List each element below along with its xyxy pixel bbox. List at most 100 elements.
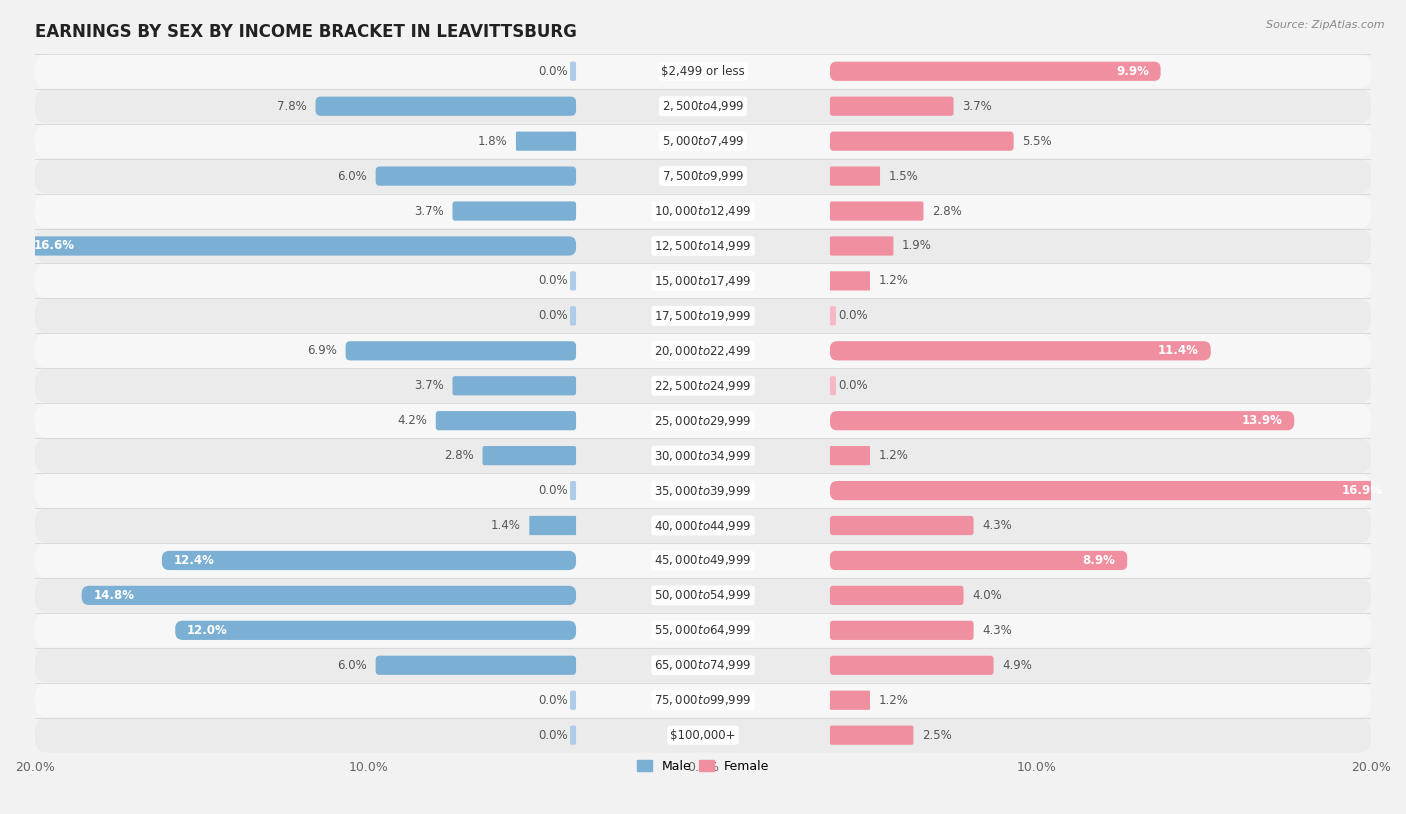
Text: $22,500 to $24,999: $22,500 to $24,999: [654, 379, 752, 392]
Legend: Male, Female: Male, Female: [631, 755, 775, 778]
FancyBboxPatch shape: [35, 89, 1371, 124]
FancyBboxPatch shape: [830, 586, 963, 605]
FancyBboxPatch shape: [569, 481, 576, 500]
Text: 0.0%: 0.0%: [838, 379, 868, 392]
Text: $17,500 to $19,999: $17,500 to $19,999: [654, 309, 752, 323]
FancyBboxPatch shape: [569, 725, 576, 745]
FancyBboxPatch shape: [35, 473, 1371, 508]
Text: 4.2%: 4.2%: [398, 414, 427, 427]
Text: 6.0%: 6.0%: [337, 169, 367, 182]
FancyBboxPatch shape: [35, 648, 1371, 683]
Text: 6.0%: 6.0%: [337, 659, 367, 672]
Text: 1.2%: 1.2%: [879, 694, 908, 707]
FancyBboxPatch shape: [35, 229, 1371, 264]
Text: $50,000 to $54,999: $50,000 to $54,999: [654, 589, 752, 602]
FancyBboxPatch shape: [35, 403, 1371, 438]
FancyBboxPatch shape: [482, 446, 576, 466]
FancyBboxPatch shape: [176, 621, 576, 640]
Text: 4.0%: 4.0%: [972, 589, 1001, 602]
Text: $35,000 to $39,999: $35,000 to $39,999: [654, 484, 752, 497]
FancyBboxPatch shape: [453, 376, 576, 396]
FancyBboxPatch shape: [315, 97, 576, 116]
Text: $2,500 to $4,999: $2,500 to $4,999: [662, 99, 744, 113]
Text: 2.8%: 2.8%: [932, 204, 962, 217]
Text: $100,000+: $100,000+: [671, 729, 735, 742]
Text: $15,000 to $17,499: $15,000 to $17,499: [654, 274, 752, 288]
FancyBboxPatch shape: [346, 341, 576, 361]
Text: 16.6%: 16.6%: [34, 239, 75, 252]
Text: 2.5%: 2.5%: [922, 729, 952, 742]
FancyBboxPatch shape: [830, 376, 837, 396]
FancyBboxPatch shape: [830, 481, 1395, 500]
FancyBboxPatch shape: [35, 124, 1371, 159]
Text: 14.8%: 14.8%: [93, 589, 135, 602]
FancyBboxPatch shape: [830, 690, 870, 710]
Text: 5.5%: 5.5%: [1022, 134, 1052, 147]
Text: 1.4%: 1.4%: [491, 519, 522, 532]
FancyBboxPatch shape: [35, 683, 1371, 718]
Text: 0.0%: 0.0%: [538, 729, 568, 742]
FancyBboxPatch shape: [830, 551, 1128, 570]
FancyBboxPatch shape: [830, 306, 837, 326]
Text: Source: ZipAtlas.com: Source: ZipAtlas.com: [1267, 20, 1385, 30]
Text: 1.5%: 1.5%: [889, 169, 918, 182]
Text: $12,500 to $14,999: $12,500 to $14,999: [654, 239, 752, 253]
FancyBboxPatch shape: [830, 62, 1160, 81]
FancyBboxPatch shape: [35, 159, 1371, 194]
FancyBboxPatch shape: [830, 446, 870, 466]
FancyBboxPatch shape: [35, 334, 1371, 368]
FancyBboxPatch shape: [35, 264, 1371, 299]
FancyBboxPatch shape: [82, 586, 576, 605]
FancyBboxPatch shape: [830, 411, 1295, 431]
Text: $10,000 to $12,499: $10,000 to $12,499: [654, 204, 752, 218]
FancyBboxPatch shape: [35, 368, 1371, 403]
FancyBboxPatch shape: [569, 62, 576, 81]
FancyBboxPatch shape: [830, 271, 870, 291]
Text: 12.4%: 12.4%: [173, 554, 215, 567]
Text: 8.9%: 8.9%: [1083, 554, 1115, 567]
FancyBboxPatch shape: [830, 655, 994, 675]
Text: 13.9%: 13.9%: [1241, 414, 1282, 427]
FancyBboxPatch shape: [830, 132, 1014, 151]
Text: $45,000 to $49,999: $45,000 to $49,999: [654, 554, 752, 567]
Text: 16.9%: 16.9%: [1341, 484, 1382, 497]
Text: $75,000 to $99,999: $75,000 to $99,999: [654, 694, 752, 707]
FancyBboxPatch shape: [830, 236, 893, 256]
FancyBboxPatch shape: [516, 132, 576, 151]
FancyBboxPatch shape: [569, 271, 576, 291]
FancyBboxPatch shape: [375, 655, 576, 675]
Text: 6.9%: 6.9%: [308, 344, 337, 357]
Text: 4.3%: 4.3%: [981, 624, 1012, 637]
Text: 12.0%: 12.0%: [187, 624, 228, 637]
FancyBboxPatch shape: [830, 167, 880, 186]
FancyBboxPatch shape: [35, 543, 1371, 578]
FancyBboxPatch shape: [830, 725, 914, 745]
FancyBboxPatch shape: [436, 411, 576, 431]
Text: 4.3%: 4.3%: [981, 519, 1012, 532]
Text: 0.0%: 0.0%: [538, 309, 568, 322]
Text: $40,000 to $44,999: $40,000 to $44,999: [654, 519, 752, 532]
FancyBboxPatch shape: [529, 516, 576, 535]
Text: 9.9%: 9.9%: [1116, 65, 1149, 78]
FancyBboxPatch shape: [35, 578, 1371, 613]
Text: 1.9%: 1.9%: [901, 239, 932, 252]
FancyBboxPatch shape: [35, 299, 1371, 334]
Text: 1.2%: 1.2%: [879, 274, 908, 287]
FancyBboxPatch shape: [830, 621, 973, 640]
FancyBboxPatch shape: [35, 438, 1371, 473]
FancyBboxPatch shape: [35, 54, 1371, 89]
Text: 3.7%: 3.7%: [415, 379, 444, 392]
Text: $5,000 to $7,499: $5,000 to $7,499: [662, 134, 744, 148]
FancyBboxPatch shape: [830, 341, 1211, 361]
Text: 2.8%: 2.8%: [444, 449, 474, 462]
Text: $2,499 or less: $2,499 or less: [661, 65, 745, 78]
Text: 3.7%: 3.7%: [415, 204, 444, 217]
Text: $65,000 to $74,999: $65,000 to $74,999: [654, 659, 752, 672]
FancyBboxPatch shape: [35, 194, 1371, 229]
FancyBboxPatch shape: [569, 690, 576, 710]
Text: $55,000 to $64,999: $55,000 to $64,999: [654, 624, 752, 637]
Text: 0.0%: 0.0%: [538, 274, 568, 287]
FancyBboxPatch shape: [35, 718, 1371, 753]
FancyBboxPatch shape: [830, 97, 953, 116]
Text: $20,000 to $22,499: $20,000 to $22,499: [654, 344, 752, 358]
